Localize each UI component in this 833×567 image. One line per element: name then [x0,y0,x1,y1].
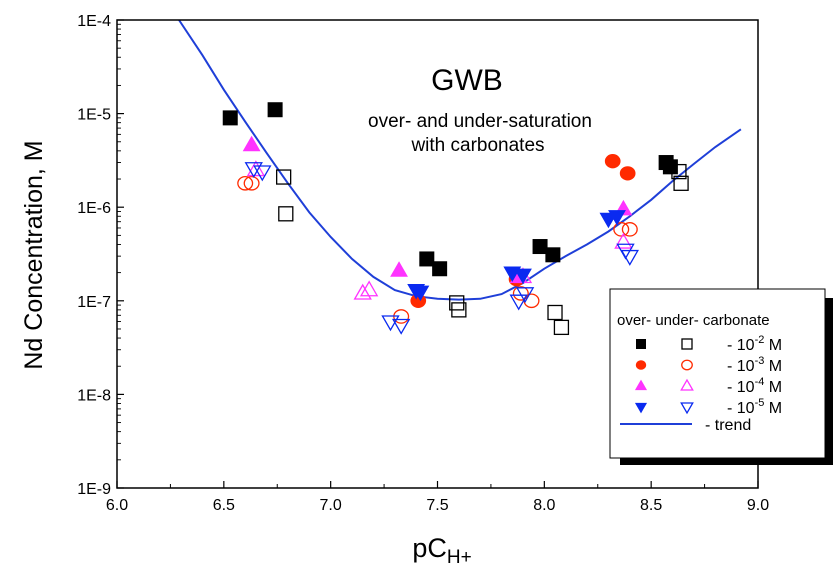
y-axis-label: Nd Concentration, M [20,140,48,369]
open-triangle-up-point [614,232,633,249]
chart-title: GWB [431,64,503,97]
y-tick-label: 1E-9 [77,481,111,498]
open-triangle-down-point [381,315,400,332]
filled-triangle-up-point [242,135,261,152]
legend-label: - 10-4 M [727,376,782,396]
chart-subtitle-line-2: with carbonates [410,135,544,156]
open-triangle-down-point [515,287,535,304]
legend-items: - 10-2 M- 10-3 M- 10-4 M- 10-5 M- trend [620,334,782,434]
open-triangle-down-point [509,294,528,311]
x-tick-label: 8.5 [640,497,662,514]
filled-circle-point [619,166,636,181]
x-tick-label: 6.5 [213,497,235,514]
y-tick-label: 1E-7 [77,294,111,311]
x-tick-label: 7.5 [426,497,448,514]
open-circle-point [512,286,529,301]
open-square-point [673,175,689,191]
x-tick-label: 7.0 [320,497,342,514]
open-square-point [547,304,563,321]
legend-label: - 10-3 M [727,355,782,375]
y-tick-label: 1E-5 [77,107,111,124]
legend-open-marker [680,402,694,415]
x-axis-label-main: pC [412,533,447,563]
legend-open-marker [681,359,693,371]
filled-square-point [222,110,238,126]
open-triangle-down-point [392,318,411,335]
open-square-point [278,206,294,222]
filled-square-point [432,261,448,277]
filled-triangle-down-point [608,210,626,226]
x-axis-label: pCH+ [412,533,471,567]
open-square-point [451,302,467,318]
chart-subtitle-line-1: over- and under-saturation [368,111,592,132]
data-markers [222,102,689,336]
open-triangle-down-point [253,165,272,182]
filled-square-point [419,251,435,267]
open-circle-point [243,176,260,191]
legend-header: over- under- carbonate [617,312,770,329]
x-axis-label-subscript: H+ [447,547,472,567]
trend-layer [178,19,742,301]
open-square-point [276,169,292,185]
open-circle-point [613,222,630,237]
legend-open-marker [680,378,694,391]
filled-circle-point [604,154,621,169]
legend-filled-marker [636,339,646,349]
legend-label: - 10-2 M [727,334,782,354]
legend-label: - 10-5 M [727,397,782,417]
legend-open-marker [681,338,693,350]
filled-triangle-up-point [390,261,408,277]
filled-square-point [662,159,678,175]
open-square-point [671,163,687,180]
x-tick-label: 8.0 [533,497,555,514]
open-square-point [553,319,570,336]
open-triangle-down-point [620,249,639,266]
trend-line [178,19,742,301]
legend-filled-marker [634,379,648,391]
legend-filled-marker [634,402,648,414]
legend-trend-label: - trend [705,417,751,434]
open-triangle-up-point [246,160,266,177]
filled-square-point [545,247,561,263]
filled-triangle-down-point [514,268,532,285]
filled-square-point [267,102,283,118]
y-tick-label: 1E-6 [77,200,111,217]
x-tick-label: 9.0 [747,497,769,514]
filled-square-point [532,239,548,255]
legend: over- under- carbonate - 10-2 M- 10-3 M-… [609,288,833,465]
x-tick-label: 6.0 [106,497,128,514]
legend-filled-marker [635,360,647,370]
open-triangle-up-point [359,280,379,297]
open-triangle-down-point [244,162,263,179]
open-triangle-up-point [353,283,372,300]
y-tick-label: 1E-4 [77,13,111,30]
y-tick-label: 1E-8 [77,387,111,404]
legend-box [609,288,826,459]
open-circle-point [621,222,638,237]
plot-frame [116,19,759,489]
open-circle-point [237,176,254,191]
filled-triangle-down-point [411,285,430,302]
